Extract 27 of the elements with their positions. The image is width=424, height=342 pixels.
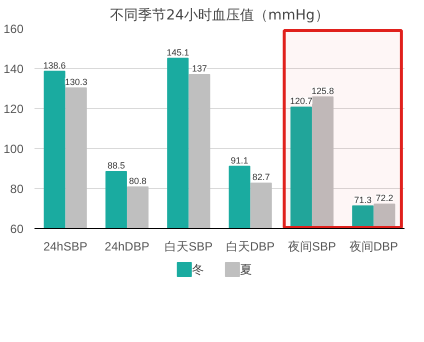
y-tick-label: 140 bbox=[3, 62, 24, 76]
data-label: 145.1 bbox=[166, 47, 190, 58]
data-label: 137 bbox=[192, 64, 207, 74]
data-label: 120.7 bbox=[290, 96, 312, 106]
data-label: 125.8 bbox=[312, 86, 334, 96]
data-label: 91.1 bbox=[230, 155, 248, 166]
data-label: 138.6 bbox=[43, 60, 66, 70]
x-tick-label: 白天SBP bbox=[164, 240, 213, 254]
legend-label: 冬 bbox=[192, 262, 204, 276]
data-label: 80.8 bbox=[129, 176, 147, 186]
x-tick-label: 白天DBP bbox=[226, 240, 275, 254]
x-tick-label: 24hDBP bbox=[104, 240, 150, 254]
data-label: 130.3 bbox=[64, 76, 88, 87]
legend-label: 夏 bbox=[240, 262, 252, 276]
data-label: 88.5 bbox=[107, 160, 125, 170]
x-tick-label: 24hSBP bbox=[43, 240, 88, 254]
data-label: 72.2 bbox=[376, 193, 394, 204]
y-tick-label: 80 bbox=[10, 182, 24, 196]
data-label: 82.7 bbox=[252, 172, 270, 182]
x-tick-label: 夜间DBP bbox=[349, 240, 398, 254]
y-tick-label: 100 bbox=[3, 142, 24, 156]
y-tick-label: 160 bbox=[3, 22, 24, 36]
data-label: 71.3 bbox=[354, 194, 372, 205]
y-tick-label: 120 bbox=[3, 102, 24, 116]
x-tick-label: 夜间SBP bbox=[288, 240, 336, 254]
chart-title: 不同季节24小时血压值（mmHg） bbox=[110, 8, 329, 24]
y-tick-label: 60 bbox=[10, 222, 24, 236]
